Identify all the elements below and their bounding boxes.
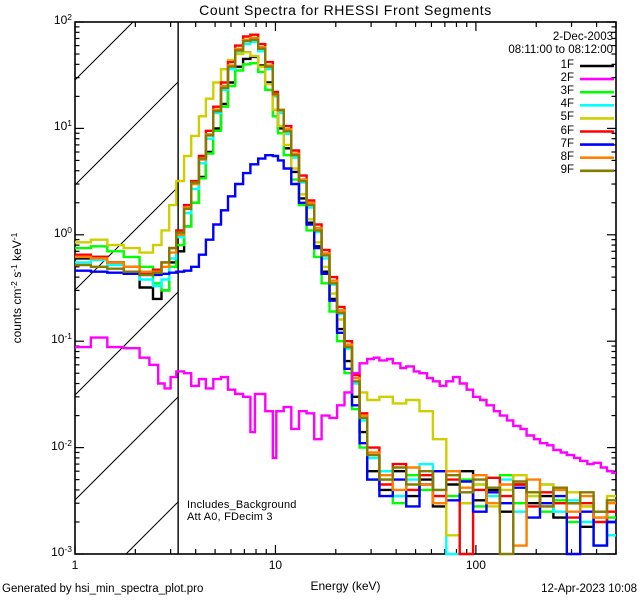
legend-label-4F: 4F <box>560 98 574 111</box>
y-axis-label: counts cm-2 s-1 keV-1 <box>9 232 24 344</box>
y-tick-label-1e2: 102 <box>53 12 72 27</box>
x-tick-label-1: 1 <box>71 558 79 572</box>
hatch-line <box>75 396 178 501</box>
y-tick-label-1e0: 100 <box>53 224 72 240</box>
generation-timestamp: 12-Apr-2023 10:08 <box>541 583 637 595</box>
plot-frame <box>74 21 617 555</box>
spectra-curves <box>75 33 616 556</box>
chart-title: Count Spectra for RHESSI Front Segments <box>199 2 492 18</box>
legend-label-6F: 6F <box>560 124 574 137</box>
hatch-line <box>75 291 178 396</box>
series-line-7F <box>75 154 616 556</box>
x-axis-label: Energy (keV) <box>310 579 381 593</box>
legend-label-5F: 5F <box>560 111 574 124</box>
hatch-line <box>75 22 134 81</box>
generated-by-text: Generated by hsi_min_spectra_plot.pro <box>2 583 204 595</box>
hatched-attenuated-region <box>75 22 178 554</box>
y-tick-label-1e-2: 10-2 <box>51 437 72 453</box>
y-tick-label-1e-1: 10-1 <box>51 331 72 347</box>
annotation-includes-background: Includes_Background <box>187 499 297 511</box>
observation-date: 2-Dec-2003 <box>552 31 613 43</box>
legend-label-2F: 2F <box>560 72 574 85</box>
legend-label-7F: 7F <box>560 137 574 150</box>
observation-time-range: 08:11:00 to 08:12:00 <box>508 44 613 56</box>
legend-label-3F: 3F <box>560 85 574 98</box>
legend-color-swatches <box>580 64 614 173</box>
series-line-9F <box>75 38 616 556</box>
legend-label-9F: 9F <box>560 163 574 176</box>
hatch-line <box>75 81 178 186</box>
annotation-attenuator-state: Att A0, FDecim 3 <box>187 511 273 523</box>
legend-label-1F: 1F <box>560 59 574 71</box>
y-tick-label-1e1: 101 <box>53 118 72 134</box>
x-tick-label-100: 100 <box>465 558 486 572</box>
series-line-2F <box>75 336 616 474</box>
x-tick-label-10: 10 <box>268 558 283 572</box>
legend-label-8F: 8F <box>560 150 574 163</box>
y-tick-label-1e-3: 10-3 <box>51 544 72 559</box>
